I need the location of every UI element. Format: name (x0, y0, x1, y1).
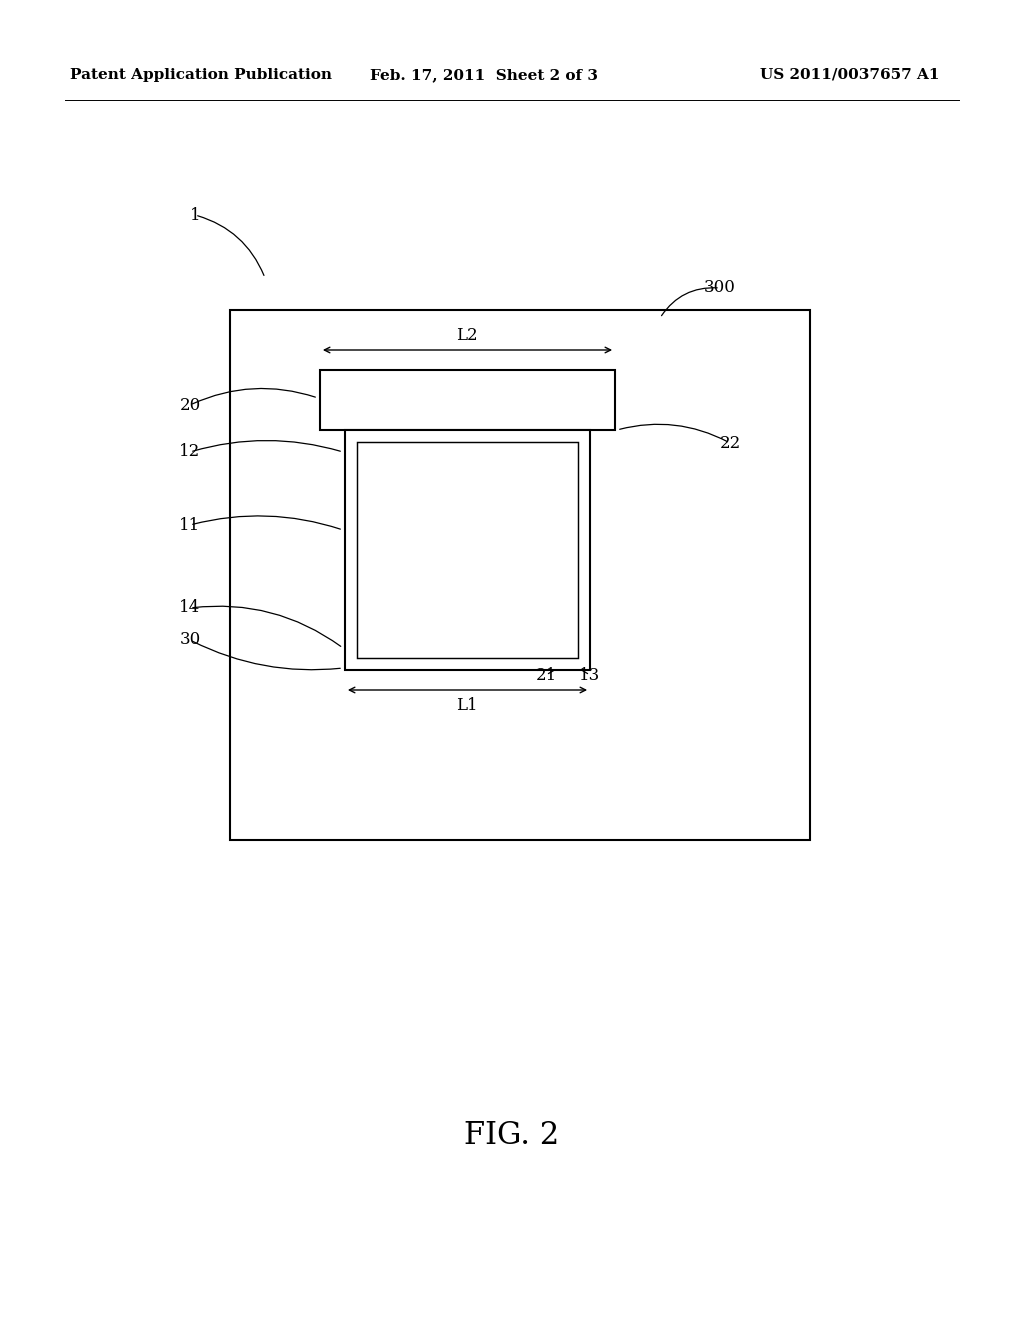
Text: 300: 300 (705, 280, 736, 297)
Text: FIG. 2: FIG. 2 (464, 1119, 560, 1151)
Text: 30: 30 (179, 631, 201, 648)
Text: 1: 1 (189, 206, 201, 223)
Text: 13: 13 (580, 667, 601, 684)
Text: L1: L1 (456, 697, 478, 714)
Bar (319, 370, 615, 430)
Bar (345, 430, 590, 671)
Text: L2: L2 (456, 326, 478, 343)
Bar (230, 310, 810, 840)
Text: Feb. 17, 2011  Sheet 2 of 3: Feb. 17, 2011 Sheet 2 of 3 (370, 69, 598, 82)
Text: 21: 21 (536, 667, 557, 684)
Text: 11: 11 (179, 516, 201, 533)
Text: US 2011/0037657 A1: US 2011/0037657 A1 (760, 69, 939, 82)
Text: 14: 14 (179, 599, 201, 616)
Text: Patent Application Publication: Patent Application Publication (70, 69, 332, 82)
Text: 12: 12 (179, 444, 201, 461)
Text: 20: 20 (179, 396, 201, 413)
Text: 22: 22 (720, 434, 740, 451)
Bar (357, 442, 578, 657)
